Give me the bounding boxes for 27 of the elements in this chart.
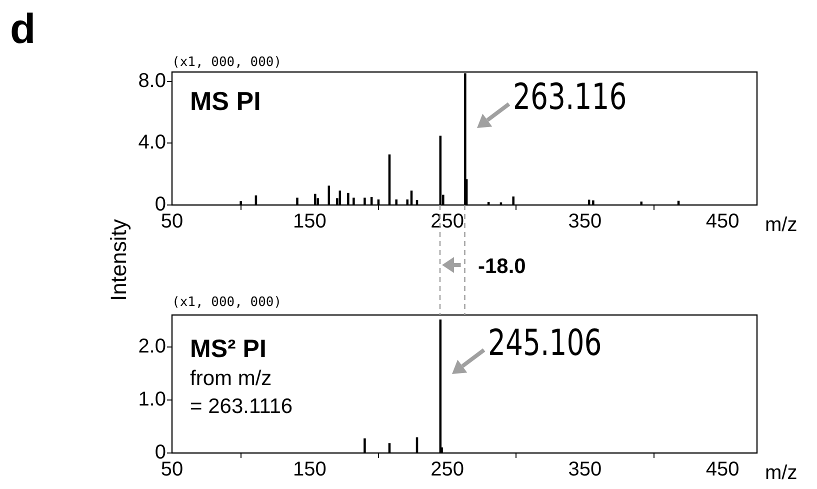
x-tick-label: 350 bbox=[568, 458, 602, 481]
text: (x1, 000, 000) bbox=[172, 55, 282, 70]
annotation: = 263.1116 bbox=[190, 395, 293, 418]
x-axis-title: m/z bbox=[765, 462, 798, 484]
annotation: MS PI bbox=[190, 86, 261, 116]
annotation: MS² PI bbox=[190, 335, 266, 363]
x-tick-label: 150 bbox=[292, 210, 326, 233]
y-tick-label: 4.0 bbox=[138, 132, 166, 154]
x-tick-label: 450 bbox=[706, 458, 740, 481]
text: d bbox=[10, 5, 36, 52]
y-axis-title: Intensity bbox=[106, 219, 131, 301]
y-tick-label: 8.0 bbox=[138, 70, 166, 92]
x-tick-label: 250 bbox=[430, 210, 464, 233]
text: (x1, 000, 000) bbox=[172, 295, 282, 310]
annotation: 263.116 bbox=[513, 76, 628, 118]
x-tick-label: 450 bbox=[706, 210, 740, 233]
x-tick-label: 250 bbox=[430, 458, 464, 481]
y-tick-label: 1.0 bbox=[138, 388, 166, 410]
x-tick-label: 50 bbox=[160, 458, 184, 481]
x-tick-label: 150 bbox=[292, 458, 326, 481]
annotation: 245.106 bbox=[488, 322, 602, 364]
x-tick-label: 350 bbox=[568, 210, 602, 233]
x-tick-label: 50 bbox=[160, 210, 184, 233]
y-tick-label: 2.0 bbox=[138, 335, 166, 358]
annotation: from m/z bbox=[190, 367, 272, 390]
x-axis-title: m/z bbox=[765, 214, 798, 236]
text: -18.0 bbox=[478, 255, 526, 278]
